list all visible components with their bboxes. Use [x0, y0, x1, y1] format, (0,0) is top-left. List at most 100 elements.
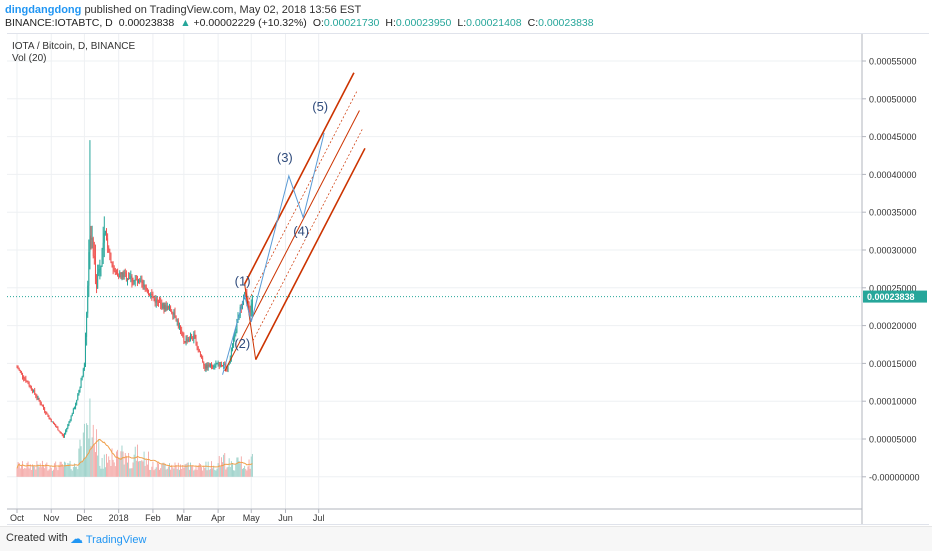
volume-bar [175, 465, 177, 477]
candle-body [139, 280, 141, 282]
candle-body [30, 386, 32, 390]
volume-bar [194, 469, 196, 477]
x-tick-label: Jun [278, 513, 293, 523]
candle-body [176, 320, 178, 322]
volume-bar [78, 448, 80, 477]
candle-body [213, 366, 215, 368]
volume-bar [239, 463, 241, 477]
volume-bar [228, 458, 230, 477]
volume-bar [136, 444, 138, 477]
volume-bar [184, 464, 186, 477]
price-chart[interactable]: (1) (2) (3) (4) (5) 0.00055000 0.00050000 0.00… [7, 34, 929, 524]
candle-body [95, 257, 96, 280]
author-link[interactable]: dingdangdong [5, 4, 82, 16]
candle-body [130, 276, 132, 279]
volume-bar [232, 463, 233, 477]
volume-bar [82, 432, 84, 477]
pair-title: IOTA / Bitcoin, D, BINANCE [12, 41, 136, 52]
candle-body [230, 348, 232, 359]
candle-body [27, 381, 29, 384]
candle-body [127, 278, 128, 280]
candle-body [36, 396, 38, 399]
volume-bar [54, 463, 56, 477]
high-value: 0.00023950 [395, 17, 452, 29]
candle-body [195, 338, 197, 346]
volume-bar [91, 437, 93, 477]
candle-body [220, 364, 222, 366]
candle-body [201, 355, 202, 358]
volume-bar [44, 468, 46, 477]
published-text: published on TradingView.com, May 02, 20… [84, 4, 362, 16]
y-tick-label: 0.00035000 [869, 208, 917, 218]
candle-body [75, 404, 77, 409]
volume-bar [188, 469, 190, 477]
y-tick-label: 0.00025000 [869, 283, 917, 293]
volume-bar [166, 468, 168, 477]
x-tick-label: Apr [211, 513, 225, 523]
volume-bar [141, 460, 143, 477]
volume-bar [132, 462, 134, 477]
candle-body [68, 421, 70, 425]
volume-bar [16, 468, 18, 477]
candle-body [64, 433, 65, 437]
candle-body [125, 273, 127, 280]
volume-bar [178, 469, 180, 477]
candle-body [65, 430, 67, 434]
volume-bar [112, 459, 114, 477]
tradingview-logo[interactable]: ☁ TradingView [70, 531, 146, 547]
last-price-badge: 0.00023838 [863, 290, 927, 303]
candle-body [122, 272, 124, 278]
volume-bar [22, 461, 23, 477]
volume-bar [226, 467, 228, 477]
volume-bar [79, 439, 81, 477]
volume-bar [76, 466, 78, 477]
x-tick-label: May [243, 513, 261, 523]
volume-bar [187, 462, 189, 477]
volume-bar [223, 454, 225, 477]
volume-bar [203, 466, 205, 477]
volume-bar [60, 461, 62, 477]
candle-body [141, 281, 143, 284]
wave-label: (1) [235, 273, 251, 288]
volume-bar [41, 460, 43, 477]
chart-area[interactable]: (1) (2) (3) (4) (5) 0.00055000 0.00050000 0.00… [7, 33, 929, 525]
volume-bar [130, 468, 132, 477]
volume-bar [127, 462, 128, 477]
volume-bar [19, 468, 21, 477]
volume-bar [149, 469, 151, 477]
candle-body [157, 301, 159, 303]
volume-bar [103, 454, 105, 477]
candle-body [250, 303, 252, 316]
candle-body [196, 345, 198, 348]
candle-body [161, 303, 163, 309]
x-tick-label: Oct [10, 513, 25, 523]
candle-body [91, 238, 93, 240]
volume-bar [37, 464, 39, 477]
candle-body [185, 338, 187, 343]
candle-body [132, 281, 134, 283]
candle-body [96, 279, 98, 289]
candle-body [145, 287, 147, 290]
chart-header: dingdangdong published on TradingView.co… [0, 0, 932, 30]
candle-body [214, 365, 216, 367]
candle-body [93, 256, 95, 258]
candle-body [142, 283, 144, 285]
candle-body [191, 336, 193, 339]
x-tick-label: Mar [176, 513, 192, 523]
candle-body [83, 363, 85, 369]
volume-bar [68, 463, 70, 477]
volume-bar [240, 456, 242, 477]
volume-bar [161, 464, 163, 477]
volume-bar [222, 462, 223, 477]
volume-bar [102, 468, 104, 477]
candle-body [165, 305, 167, 311]
candle-body [26, 381, 28, 383]
candle-body [184, 341, 186, 343]
volume-bar [17, 462, 19, 477]
candle-body [67, 424, 69, 428]
volume-bar [49, 465, 51, 477]
candle-body [69, 420, 71, 422]
candle-body [102, 242, 104, 250]
created-with-text: Created with [6, 532, 68, 544]
volume-bar [81, 460, 83, 477]
